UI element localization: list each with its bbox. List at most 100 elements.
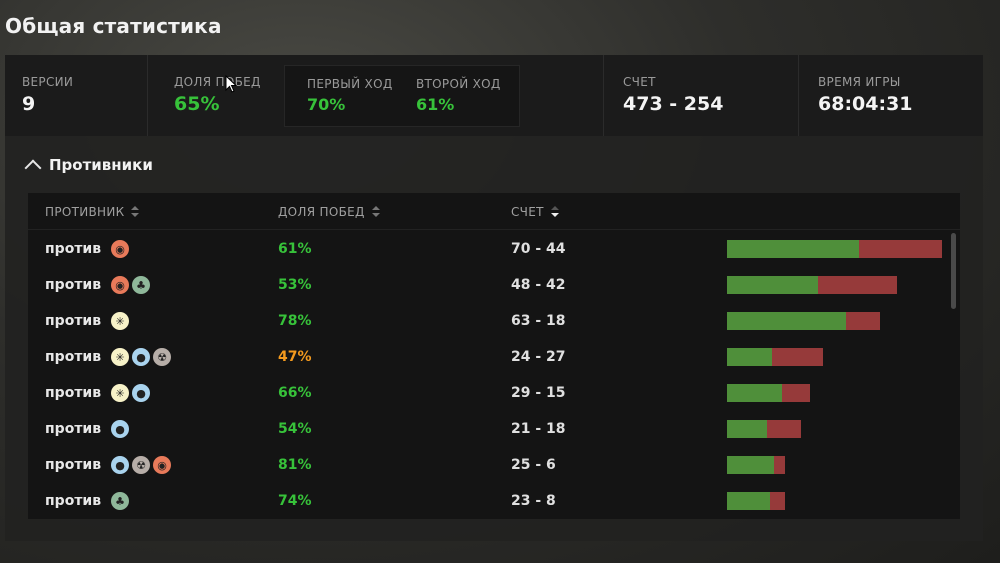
- second-turn-value: 61%: [416, 95, 455, 114]
- win-loss-bar: [727, 492, 785, 510]
- win-rate-value: 65%: [174, 93, 220, 115]
- win-loss-bar: [727, 384, 810, 402]
- blue-mana-icon: ●: [132, 348, 151, 366]
- red-mana-icon: ◉: [153, 456, 172, 474]
- losses-segment: [772, 348, 823, 366]
- table-header: ПРОТИВНИК ДОЛЯ ПОБЕД СЧЕТ: [28, 193, 960, 230]
- score-value: 24 - 27: [511, 349, 566, 365]
- opponent-label: против: [45, 385, 102, 401]
- win-rate-value: 66%: [278, 385, 312, 401]
- stat-win-rate: ДОЛЯ ПОБЕД 65% ПЕРВЫЙ ХОД 70% ВТОРОЙ ХОД…: [148, 55, 604, 136]
- table-row[interactable]: против ● 54% 21 - 18: [28, 411, 948, 447]
- win-loss-bar: [727, 348, 823, 366]
- column-opponent-label: ПРОТИВНИК: [45, 205, 125, 219]
- first-turn-label: ПЕРВЫЙ ХОД: [307, 77, 393, 91]
- opponent-cell: против ● ☢ ◉: [45, 447, 174, 483]
- table-scrollbar[interactable]: [951, 233, 956, 309]
- win-rate-value: 74%: [278, 493, 312, 509]
- second-turn-label: ВТОРОЙ ХОД: [416, 77, 501, 91]
- opponents-panel: Противники ПРОТИВНИК ДОЛЯ ПОБЕД СЧЕТ про…: [5, 136, 983, 541]
- blue-mana-icon: ●: [111, 456, 130, 474]
- first-turn-value: 70%: [307, 95, 346, 114]
- win-rate-value: 78%: [278, 313, 312, 329]
- opponent-cell: против ✳ ●: [45, 375, 153, 411]
- opponent-label: против: [45, 349, 102, 365]
- win-rate-value: 53%: [278, 277, 312, 293]
- black-mana-icon: ☢: [153, 348, 172, 366]
- mouse-cursor-icon: [225, 75, 237, 93]
- column-opponent[interactable]: ПРОТИВНИК: [45, 205, 140, 219]
- win-loss-bar: [727, 240, 942, 258]
- opponent-label: против: [45, 493, 102, 509]
- score-value: 29 - 15: [511, 385, 566, 401]
- column-score-label: СЧЕТ: [511, 205, 544, 219]
- score-label: СЧЕТ: [623, 75, 656, 89]
- opponent-label: против: [45, 313, 102, 329]
- opponents-title: Противники: [49, 156, 153, 174]
- score-value: 21 - 18: [511, 421, 566, 437]
- white-mana-icon: ✳: [111, 348, 130, 366]
- column-score[interactable]: СЧЕТ: [511, 205, 559, 219]
- opponent-label: против: [45, 241, 102, 257]
- blue-mana-icon: ●: [111, 420, 130, 438]
- losses-segment: [770, 492, 785, 510]
- wins-segment: [727, 240, 859, 258]
- stat-versions: ВЕРСИИ 9: [5, 55, 148, 136]
- opponent-cell: против ✳ ● ☢: [45, 339, 174, 375]
- wins-segment: [727, 492, 770, 510]
- black-mana-icon: ☢: [132, 456, 151, 474]
- win-rate-value: 54%: [278, 421, 312, 437]
- win-loss-bar: [727, 312, 880, 330]
- versions-value: 9: [22, 93, 36, 115]
- stat-play-time: ВРЕМЯ ИГРЫ 68:04:31: [799, 55, 983, 136]
- table-row[interactable]: против ✳ 78% 63 - 18: [28, 303, 948, 339]
- red-mana-icon: ◉: [111, 240, 130, 258]
- opponent-label: против: [45, 457, 102, 473]
- score-value: 25 - 6: [511, 457, 556, 473]
- score-value: 23 - 8: [511, 493, 556, 509]
- turn-order-box: ПЕРВЫЙ ХОД 70% ВТОРОЙ ХОД 61%: [284, 65, 520, 127]
- chevron-up-icon: [24, 159, 42, 176]
- table-row[interactable]: против ● ☢ ◉ 81% 25 - 6: [28, 447, 948, 483]
- blue-mana-icon: ●: [132, 384, 151, 402]
- table-row[interactable]: против ✳ ● 66% 29 - 15: [28, 375, 948, 411]
- table-row[interactable]: против ♣ 74% 23 - 8: [28, 483, 948, 519]
- score-value: 70 - 44: [511, 241, 566, 257]
- sort-descending-icon: [550, 206, 559, 218]
- opponent-cell: против ◉ ♣: [45, 267, 153, 303]
- win-loss-bar: [727, 456, 785, 474]
- white-mana-icon: ✳: [111, 384, 130, 402]
- table-row[interactable]: против ✳ ● ☢ 47% 24 - 27: [28, 339, 948, 375]
- green-mana-icon: ♣: [132, 276, 151, 294]
- losses-segment: [767, 420, 801, 438]
- red-mana-icon: ◉: [111, 276, 130, 294]
- wins-segment: [727, 456, 774, 474]
- losses-segment: [774, 456, 785, 474]
- green-mana-icon: ♣: [111, 492, 130, 510]
- win-loss-bar: [727, 276, 897, 294]
- opponent-label: против: [45, 277, 102, 293]
- wins-segment: [727, 312, 846, 330]
- page-title: Общая статистика: [5, 14, 222, 38]
- wins-segment: [727, 348, 772, 366]
- losses-segment: [782, 384, 810, 402]
- column-win-rate[interactable]: ДОЛЯ ПОБЕД: [278, 205, 380, 219]
- stat-score: СЧЕТ 473 - 254: [604, 55, 799, 136]
- opponent-cell: против ●: [45, 411, 132, 447]
- summary-stats-bar: ВЕРСИИ 9 ДОЛЯ ПОБЕД 65% ПЕРВЫЙ ХОД 70% В…: [5, 55, 983, 136]
- play-time-label: ВРЕМЯ ИГРЫ: [818, 75, 901, 89]
- losses-segment: [859, 240, 942, 258]
- opponent-cell: против ♣: [45, 483, 132, 519]
- sort-icon: [371, 206, 380, 218]
- win-loss-bar: [727, 420, 801, 438]
- table-row[interactable]: против ◉ 61% 70 - 44: [28, 231, 948, 267]
- score-value: 63 - 18: [511, 313, 566, 329]
- table-row[interactable]: против ◉ ♣ 53% 48 - 42: [28, 267, 948, 303]
- opponent-label: против: [45, 421, 102, 437]
- win-rate-label: ДОЛЯ ПОБЕД: [174, 75, 261, 89]
- opponents-section-toggle[interactable]: Противники: [24, 156, 153, 176]
- opponent-cell: против ◉: [45, 231, 132, 267]
- column-win-rate-label: ДОЛЯ ПОБЕД: [278, 205, 365, 219]
- losses-segment: [818, 276, 897, 294]
- wins-segment: [727, 420, 767, 438]
